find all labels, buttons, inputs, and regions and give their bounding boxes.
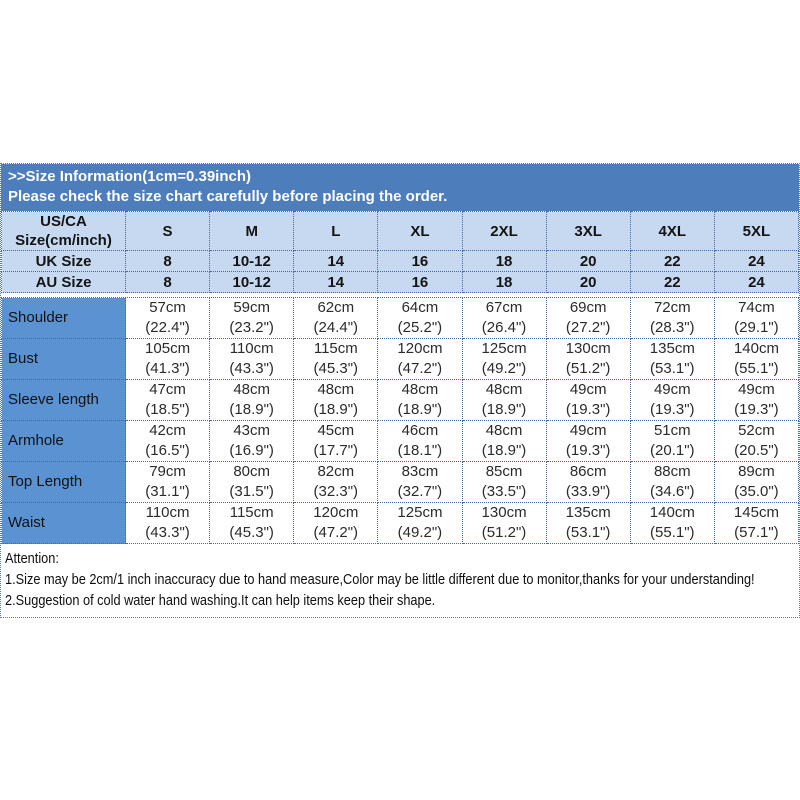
measurement-cell: 80cm (31.5") — [209, 461, 295, 503]
measurement-cell: 120cm (47.2") — [293, 502, 379, 544]
uk-size-value: 18 — [461, 250, 547, 272]
row-label-shoulder: Shoulder — [1, 297, 126, 339]
measurement-cell: 115cm (45.3") — [293, 338, 379, 380]
size-header-s: S — [124, 211, 211, 251]
measurement-cell: 120cm (47.2") — [377, 338, 463, 380]
measurement-cell: 51cm (20.1") — [629, 420, 715, 462]
uk-size-value: 16 — [377, 250, 463, 272]
uk-size-value: 20 — [545, 250, 631, 272]
measurement-cell: 49cm (19.3") — [545, 379, 631, 421]
measurement-cell: 83cm (32.7") — [377, 461, 463, 503]
measurement-cell: 135cm (53.1") — [629, 338, 715, 380]
measurement-cell: 135cm (53.1") — [545, 502, 631, 544]
au-size-value: 18 — [461, 271, 547, 293]
au-size-value: 14 — [293, 271, 379, 293]
row-label-waist: Waist — [1, 502, 126, 544]
banner: >>Size Information(1cm=0.39inch) Please … — [1, 164, 799, 211]
measurement-cell: 57cm (22.4") — [124, 297, 211, 339]
size-header-3xl: 3XL — [545, 211, 631, 251]
size-header-4xl: 4XL — [629, 211, 715, 251]
measurement-cell: 105cm (41.3") — [124, 338, 211, 380]
row-label-armhole: Armhole — [1, 420, 126, 462]
uk-size-value: 14 — [293, 250, 379, 272]
attention-title: Attention: — [5, 550, 59, 567]
measurement-cell: 74cm (29.1") — [713, 297, 800, 339]
au-size-value: 20 — [545, 271, 631, 293]
measurement-cell: 52cm (20.5") — [713, 420, 800, 462]
measurement-cell: 49cm (19.3") — [629, 379, 715, 421]
measurement-cell: 82cm (32.3") — [293, 461, 379, 503]
attention-note-2: 2.Suggestion of cold water hand washing.… — [5, 592, 436, 609]
measurement-cell: 110cm (43.3") — [209, 338, 295, 380]
measurement-cell: 48cm (18.9") — [209, 379, 295, 421]
measurement-cell: 49cm (19.3") — [713, 379, 800, 421]
au-size-value: 24 — [713, 271, 800, 293]
au-size-label: AU Size — [1, 271, 126, 293]
measurement-cell: 49cm (19.3") — [545, 420, 631, 462]
sleeve-length-row: Sleeve length 47cm (18.5") 48cm (18.9") … — [1, 379, 800, 421]
row-label-bust: Bust — [1, 338, 126, 380]
corner-header: US/CA Size(cm/inch) — [1, 211, 126, 251]
au-size-value: 22 — [629, 271, 715, 293]
measurement-cell: 69cm (27.2") — [545, 297, 631, 339]
measurement-cell: 145cm (57.1") — [713, 502, 800, 544]
au-size-value: 10-12 — [209, 271, 295, 293]
uk-size-value: 22 — [629, 250, 715, 272]
measurement-cell: 59cm (23.2") — [209, 297, 295, 339]
measurement-cell: 125cm (49.2") — [461, 338, 547, 380]
uk-size-label: UK Size — [1, 250, 126, 272]
measurement-cell: 130cm (51.2") — [545, 338, 631, 380]
banner-title: >>Size Information(1cm=0.39inch) — [8, 168, 251, 185]
size-header-m: M — [209, 211, 295, 251]
measurement-cell: 45cm (17.7") — [293, 420, 379, 462]
measurement-cell: 88cm (34.6") — [629, 461, 715, 503]
measurement-cell: 110cm (43.3") — [124, 502, 211, 544]
measurement-cell: 130cm (51.2") — [461, 502, 547, 544]
attention-note-1: 1.Size may be 2cm/1 inch inaccuracy due … — [5, 571, 755, 588]
measurement-cell: 48cm (18.9") — [293, 379, 379, 421]
uk-size-value: 24 — [713, 250, 800, 272]
measurement-cell: 47cm (18.5") — [124, 379, 211, 421]
measurement-cell: 62cm (24.4") — [293, 297, 379, 339]
measurement-cell: 85cm (33.5") — [461, 461, 547, 503]
armhole-row: Armhole 42cm (16.5") 43cm (16.9") 45cm (… — [1, 420, 800, 462]
au-size-value: 16 — [377, 271, 463, 293]
size-header-l: L — [293, 211, 379, 251]
measurement-cell: 43cm (16.9") — [209, 420, 295, 462]
waist-row: Waist 110cm (43.3") 115cm (45.3") 120cm … — [1, 502, 800, 544]
measurement-cell: 115cm (45.3") — [209, 502, 295, 544]
measurement-cell: 86cm (33.9") — [545, 461, 631, 503]
measurement-cell: 48cm (18.9") — [461, 379, 547, 421]
measurement-cell: 42cm (16.5") — [124, 420, 211, 462]
banner-subtitle: Please check the size chart carefully be… — [8, 188, 448, 205]
measurement-cell: 140cm (55.1") — [629, 502, 715, 544]
bust-row: Bust 105cm (41.3") 110cm (43.3") 115cm (… — [1, 338, 800, 380]
measurement-cell: 89cm (35.0") — [713, 461, 800, 503]
attention-section: Attention: 1.Size may be 2cm/1 inch inac… — [1, 544, 799, 617]
size-table: US/CA Size(cm/inch) S M L XL 2XL 3XL 4XL… — [1, 211, 800, 544]
measurement-cell: 67cm (26.4") — [461, 297, 547, 339]
size-header-2xl: 2XL — [461, 211, 547, 251]
measurement-cell: 140cm (55.1") — [713, 338, 800, 380]
size-header-row: US/CA Size(cm/inch) S M L XL 2XL 3XL 4XL… — [1, 211, 800, 251]
measurement-cell: 48cm (18.9") — [461, 420, 547, 462]
uk-size-value: 8 — [124, 250, 211, 272]
size-header-5xl: 5XL — [713, 211, 800, 251]
row-label-top-length: Top Length — [1, 461, 126, 503]
size-header-xl: XL — [377, 211, 463, 251]
measurement-cell: 72cm (28.3") — [629, 297, 715, 339]
au-size-row: AU Size 8 10-12 14 16 18 20 22 24 — [1, 271, 800, 293]
top-length-row: Top Length 79cm (31.1") 80cm (31.5") 82c… — [1, 461, 800, 503]
measurement-cell: 79cm (31.1") — [124, 461, 211, 503]
uk-size-value: 10-12 — [209, 250, 295, 272]
shoulder-row: Shoulder 57cm (22.4") 59cm (23.2") 62cm … — [1, 297, 800, 339]
size-chart: >>Size Information(1cm=0.39inch) Please … — [0, 163, 800, 618]
au-size-value: 8 — [124, 271, 211, 293]
measurement-cell: 125cm (49.2") — [377, 502, 463, 544]
uk-size-row: UK Size 8 10-12 14 16 18 20 22 24 — [1, 250, 800, 272]
measurement-cell: 48cm (18.9") — [377, 379, 463, 421]
measurement-cell: 64cm (25.2") — [377, 297, 463, 339]
measurement-cell: 46cm (18.1") — [377, 420, 463, 462]
row-label-sleeve-length: Sleeve length — [1, 379, 126, 421]
